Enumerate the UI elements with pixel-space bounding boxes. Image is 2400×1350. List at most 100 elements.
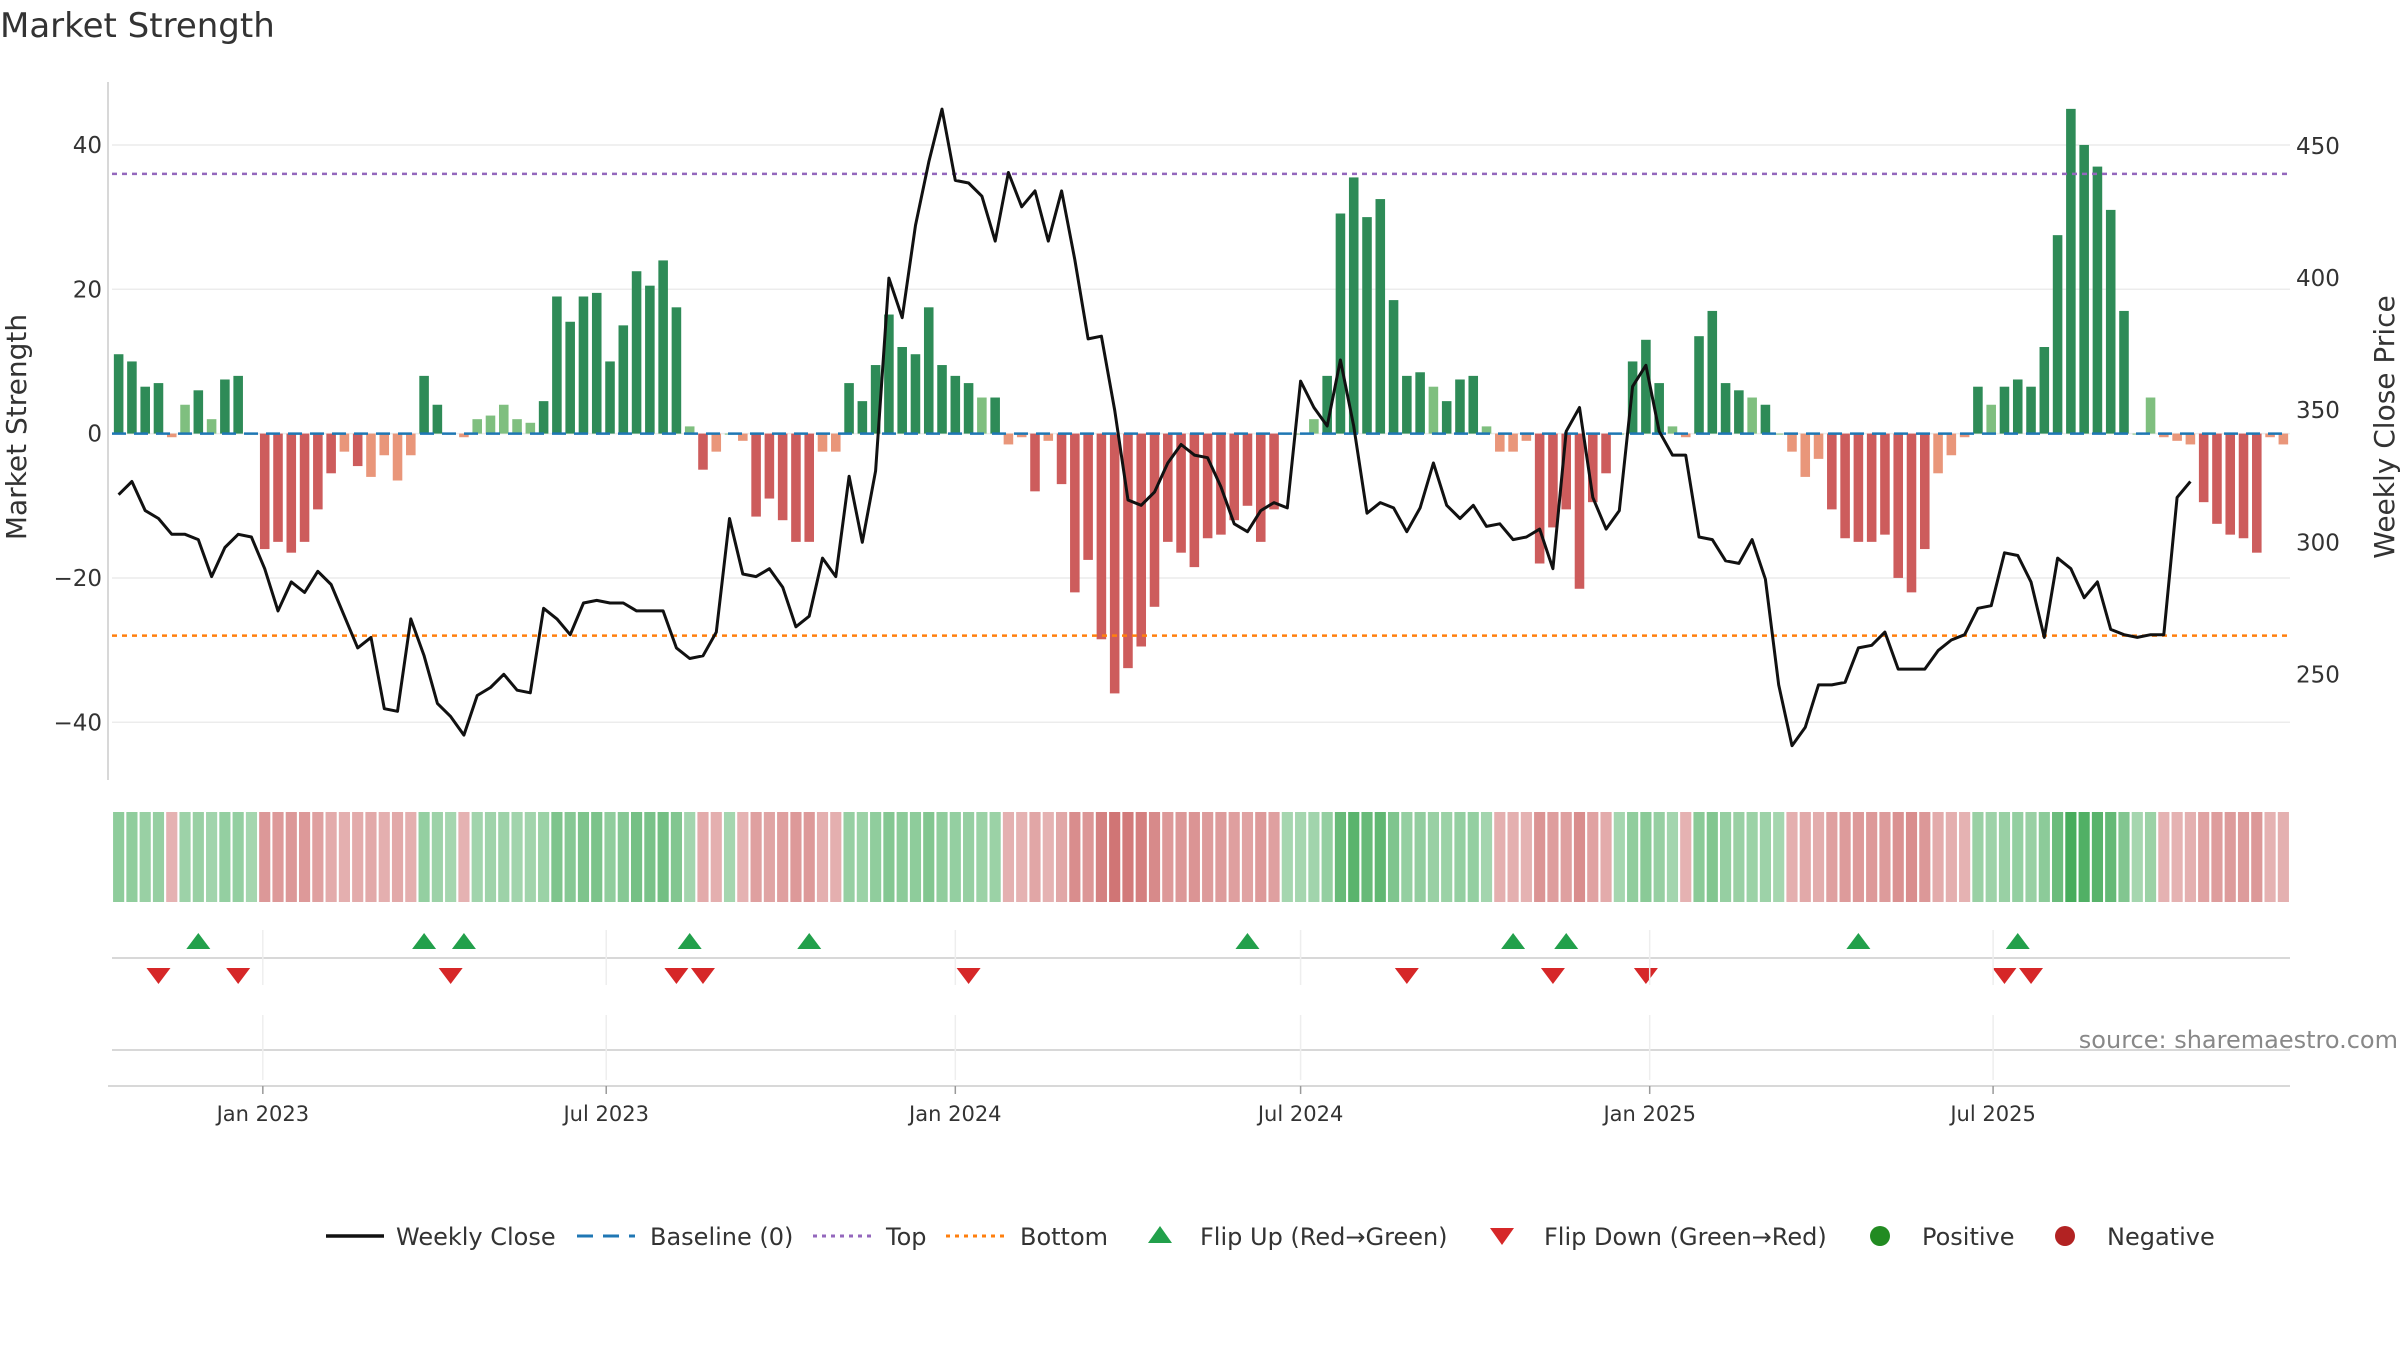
strength-bar [1601, 433, 1611, 474]
heat-cell [1666, 812, 1679, 902]
strength-bar [233, 375, 243, 434]
heat-cell [206, 812, 218, 902]
strength-bar [498, 404, 509, 434]
strength-bar [1030, 433, 1040, 492]
heat-cell [1202, 812, 1214, 902]
strength-bar [127, 361, 137, 434]
legend: Weekly Close Baseline (0) Top Bottom Flip Up… [326, 1223, 2215, 1251]
strength-heat-strip [113, 812, 2289, 902]
heat-cell [2038, 812, 2050, 902]
strength-bar [1176, 433, 1186, 553]
heat-cell [259, 812, 271, 902]
legend-item-top: Top [813, 1223, 927, 1251]
date-tick-label: Jan 2023 [215, 1102, 310, 1126]
heat-cell [179, 812, 191, 902]
legend-item-baseline: Baseline (0) [577, 1223, 793, 1251]
right-axis-ticks: 450 400 350 300 250 [2296, 134, 2340, 688]
legend-item-flip-up: Flip Up (Red→Green) [1148, 1223, 1448, 1251]
strength-bar [220, 379, 230, 434]
strength-bar [366, 433, 376, 477]
legend-label: Flip Down (Green→Red) [1544, 1223, 1827, 1251]
strength-bar [2066, 108, 2076, 434]
strength-bar [485, 415, 496, 434]
flip-down-marker [1394, 968, 1419, 984]
heat-cell [896, 812, 908, 902]
flip-down-marker [664, 968, 689, 984]
heat-cell [923, 812, 935, 902]
strength-bar [831, 433, 841, 452]
left-tick-label: 20 [73, 277, 102, 303]
strength-bar [1335, 213, 1346, 434]
heat-cell [856, 812, 868, 902]
strength-bar [1428, 386, 1439, 434]
heat-cell [1109, 812, 1121, 902]
heat-cell [298, 812, 311, 902]
heat-cell [1972, 812, 1984, 902]
strength-bar [1548, 433, 1558, 528]
flip-up-marker [412, 933, 437, 949]
heat-cell [1773, 812, 1785, 902]
strength-bar [1561, 433, 1571, 510]
strength-bar [990, 397, 1000, 434]
strength-bar [1163, 433, 1173, 542]
heat-cell [1812, 812, 1825, 902]
strength-bar [1043, 433, 1054, 441]
strength-bar [658, 260, 668, 434]
strength-bar [1866, 433, 1877, 542]
heat-cell [750, 812, 762, 902]
heat-cell [723, 812, 736, 902]
strength-bar [1149, 433, 1160, 607]
chart-title: Market Strength [0, 6, 275, 46]
strength-bar [1255, 433, 1266, 542]
strength-bar [2212, 433, 2222, 524]
right-tick-label: 250 [2296, 662, 2340, 688]
left-tick-label: 0 [87, 422, 102, 448]
heat-cell [949, 812, 961, 902]
flip-down-marker [690, 968, 715, 984]
flip-down-marker [1633, 968, 1658, 984]
heat-cell [1241, 812, 1254, 902]
heat-cell [1587, 812, 1599, 902]
strength-bar [1468, 375, 1479, 434]
heat-cell [1759, 812, 1771, 902]
strength-bar [1574, 433, 1585, 589]
legend-label: Flip Up (Red→Green) [1200, 1223, 1448, 1251]
heat-cell [1162, 812, 1174, 902]
strength-bar [259, 433, 270, 550]
heat-cell [1228, 812, 1240, 902]
strength-bar [379, 433, 390, 456]
heat-cell [631, 812, 643, 902]
strength-bar [1481, 426, 1492, 434]
heat-cell [1733, 812, 1745, 902]
heat-cell [1374, 812, 1386, 902]
heat-cell [830, 812, 842, 902]
heat-cell [1905, 812, 1918, 902]
flip-down-marker [956, 968, 981, 984]
legend-item-weekly-close: Weekly Close [326, 1223, 556, 1251]
legend-label: Top [885, 1223, 927, 1251]
strength-bar [2079, 144, 2089, 434]
heat-cell [312, 812, 324, 902]
flip-panel [112, 933, 2290, 1051]
strength-bar [1933, 433, 1943, 474]
heat-cell [2118, 812, 2130, 902]
heat-cell [192, 812, 204, 902]
strength-bar [1309, 419, 1319, 434]
strength-bar [2265, 433, 2275, 438]
strength-bar [2185, 433, 2196, 445]
strength-bar [738, 433, 748, 441]
strength-bar [2012, 379, 2023, 434]
flip-up-marker [1554, 933, 1579, 949]
heat-cell [1308, 812, 1320, 902]
heat-cell [936, 812, 948, 902]
heat-cell [1613, 812, 1625, 902]
strength-bar [591, 292, 602, 434]
right-tick-label: 300 [2296, 530, 2340, 556]
strength-bar [897, 347, 907, 434]
strength-bar [1959, 433, 1970, 438]
strength-bar [1322, 375, 1332, 434]
strength-bar [791, 433, 801, 542]
strength-bar [1083, 433, 1093, 560]
strength-bar [2052, 235, 2063, 434]
